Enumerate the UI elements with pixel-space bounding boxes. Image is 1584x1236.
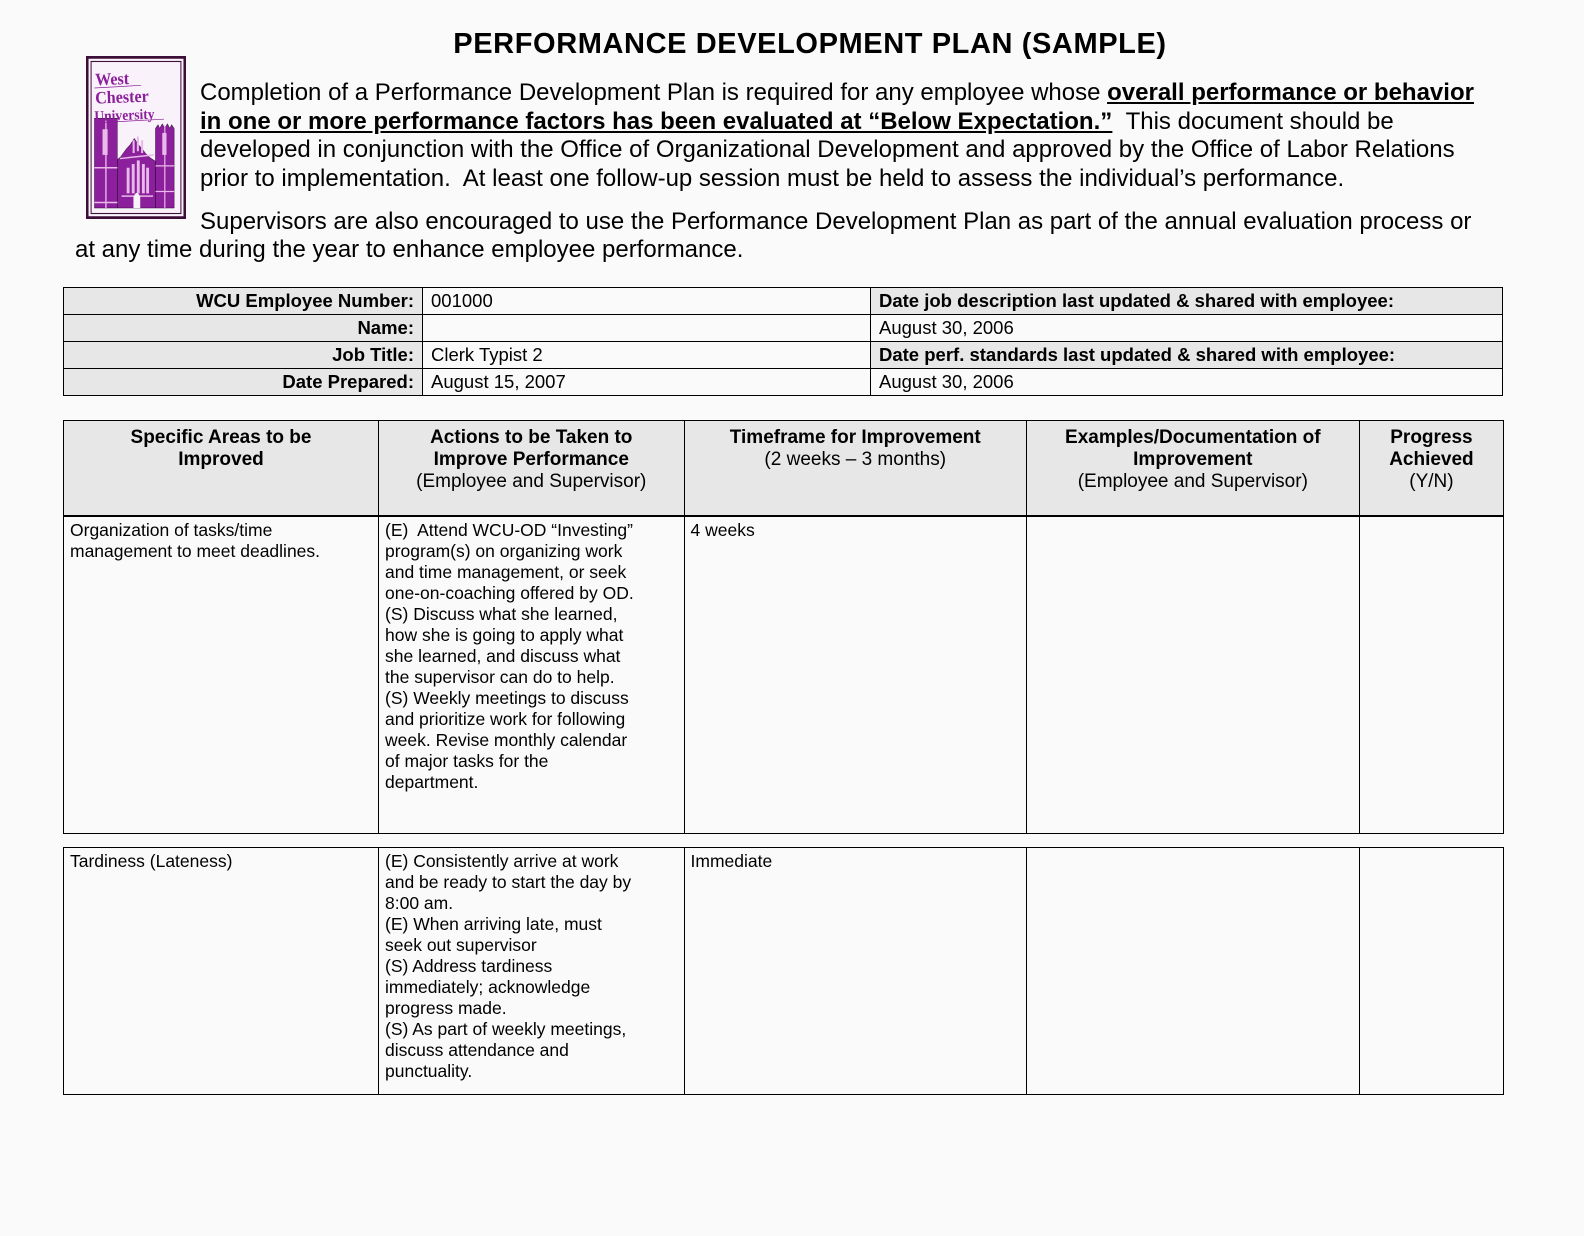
svg-text:Chester: Chester <box>95 86 150 108</box>
